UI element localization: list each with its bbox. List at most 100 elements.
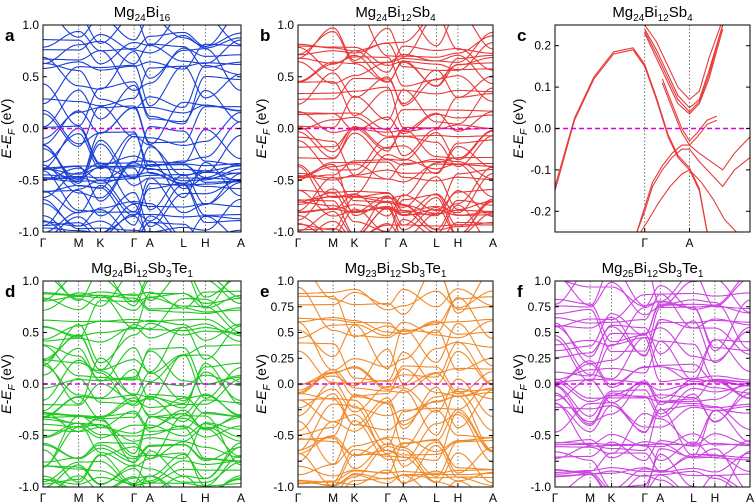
band-line — [43, 293, 241, 313]
y-axis-label-sub: F — [7, 128, 18, 135]
band-line — [43, 165, 241, 182]
panel-d: -1.0-0.50.00.51.0Γ M K Γ A L H AE-EF (eV)Mg24Bi… — [0, 260, 245, 504]
kpoint-label: A — [399, 236, 407, 250]
y-tick-label: -1.0 — [18, 225, 39, 239]
band-line — [43, 48, 241, 92]
band-line — [555, 401, 750, 434]
band-line — [555, 402, 750, 456]
panel-title-part: 12 — [658, 13, 670, 24]
band-line — [636, 136, 750, 232]
y-axis-label-sub: F — [262, 384, 273, 391]
y-tick-label: -0.5 — [18, 173, 39, 187]
band-line — [53, 281, 233, 307]
band-line — [298, 439, 493, 477]
y-axis-label-unit: (eV) — [510, 99, 526, 129]
band-line — [43, 423, 241, 439]
kpoint-label: A — [237, 491, 245, 504]
band-line — [298, 86, 493, 129]
y-tick-label: -0.2 — [530, 204, 551, 218]
band-line — [43, 460, 241, 487]
band-line — [54, 215, 230, 232]
band-line — [298, 379, 493, 417]
panel-title: Mg24Bi16 — [114, 4, 171, 24]
y-axis-label-unit: (eV) — [0, 354, 14, 384]
y-tick-label: 0.5 — [534, 326, 551, 340]
panel-title: Mg25Bi12Sb3Te1 — [602, 260, 704, 280]
y-axis-label-sub: F — [262, 128, 273, 135]
kpoint-label: L — [180, 236, 187, 250]
band-line — [298, 391, 493, 431]
band-line — [298, 135, 493, 171]
y-tick-label: 0.75 — [528, 300, 552, 314]
band-line — [43, 64, 241, 107]
kpoint-label: A — [489, 491, 497, 504]
band-line — [298, 163, 493, 217]
band-line — [298, 42, 493, 71]
band-line — [555, 293, 750, 329]
band-line — [43, 293, 241, 337]
band-line — [555, 473, 750, 487]
band-line — [298, 125, 493, 153]
kpoint-label: Γ — [384, 491, 391, 504]
panel-title-part: 1 — [187, 269, 193, 280]
band-line — [298, 435, 493, 457]
band-line — [298, 176, 493, 212]
y-axis-label-unit: (eV) — [510, 354, 526, 384]
y-tick-label: 1.0 — [22, 18, 39, 32]
panel-title-part: Mg — [355, 4, 376, 21]
kpoint-label: L — [433, 236, 440, 250]
panel-letter: e — [260, 282, 269, 301]
kpoint-label: Γ — [641, 236, 648, 250]
y-tick-label: 0.75 — [271, 300, 295, 314]
panel-a: -1.0-0.50.00.51.0Γ M K Γ A L H AE-EF (eV)Mg24Bi… — [0, 4, 245, 250]
y-axis-label: E-EF (eV) — [510, 354, 530, 414]
plot-area — [555, 25, 750, 232]
panel-title-part: 12 — [401, 13, 413, 24]
panel-title-part: 12 — [647, 269, 659, 280]
panel-letter: c — [517, 26, 526, 45]
kpoint-label: A — [489, 236, 497, 250]
plot-area — [298, 281, 493, 487]
band-line — [555, 439, 750, 459]
band-line — [298, 436, 493, 457]
kpoint-label: M — [585, 491, 595, 504]
y-tick-label: 0.2 — [534, 39, 551, 53]
panel-f: -1.0-0.50.00.250.50.751.0Γ M K Γ A L H AE-EF (e… — [510, 260, 754, 504]
band-line — [314, 281, 483, 315]
band-line — [43, 163, 241, 181]
band-line — [298, 201, 493, 232]
band-line — [43, 131, 241, 184]
band-line — [636, 148, 750, 232]
band-line — [555, 292, 750, 324]
y-tick-label: -0.5 — [530, 429, 551, 443]
band-line — [298, 45, 493, 71]
kpoint-label: M — [328, 491, 338, 504]
y-axis-label-main: E-E — [253, 134, 269, 158]
y-axis-label-sub: F — [519, 128, 530, 135]
band-line — [367, 25, 493, 58]
band-line — [555, 300, 750, 352]
band-line — [298, 411, 493, 463]
band-line — [43, 413, 241, 434]
band-line — [555, 337, 750, 383]
band-line — [43, 441, 241, 460]
panel-title-part: 24 — [633, 13, 645, 24]
panel-title-part: Mg — [602, 260, 623, 277]
y-tick-label: -1.0 — [273, 480, 294, 494]
kpoint-label: H — [711, 491, 720, 504]
y-tick-label: 0.5 — [277, 70, 294, 84]
band-line — [298, 201, 493, 232]
y-tick-label: 1.0 — [22, 274, 39, 288]
band-line — [555, 405, 750, 428]
kpoint-label: A — [746, 491, 754, 504]
band-line — [298, 69, 493, 105]
band-line — [298, 469, 493, 486]
band-line — [298, 189, 493, 217]
band-line — [43, 75, 241, 127]
kpoint-label: H — [201, 236, 210, 250]
y-axis-label-unit: (eV) — [253, 99, 269, 129]
band-line — [298, 342, 493, 382]
kpoint-label: H — [454, 236, 463, 250]
band-line — [298, 403, 493, 455]
kpoint-label: K — [96, 491, 104, 504]
